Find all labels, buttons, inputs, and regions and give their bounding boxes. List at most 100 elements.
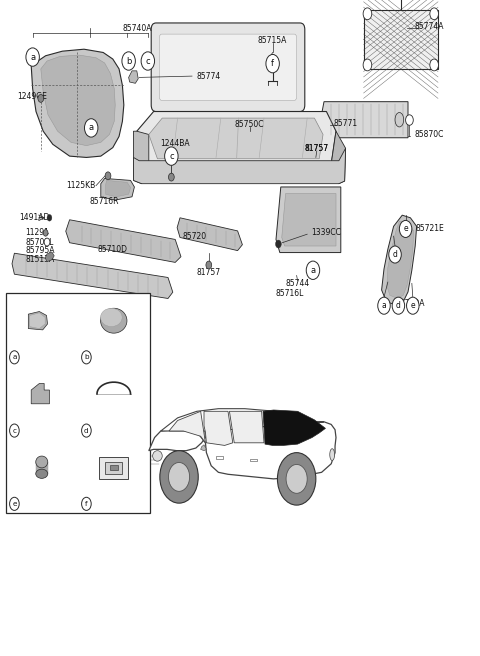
- Circle shape: [82, 424, 91, 437]
- Circle shape: [84, 119, 98, 137]
- Circle shape: [363, 59, 372, 71]
- Text: 1125KB: 1125KB: [66, 181, 95, 190]
- Circle shape: [399, 220, 412, 237]
- Text: a: a: [311, 266, 315, 275]
- Circle shape: [430, 8, 439, 20]
- Bar: [250, 459, 257, 461]
- Circle shape: [165, 147, 178, 165]
- Ellipse shape: [395, 113, 404, 127]
- Circle shape: [44, 238, 50, 246]
- Text: d: d: [84, 428, 89, 434]
- Text: 81757: 81757: [305, 144, 329, 153]
- Circle shape: [407, 297, 419, 314]
- Text: 85715A: 85715A: [258, 35, 288, 45]
- Polygon shape: [204, 411, 233, 445]
- Text: 1339CC: 1339CC: [312, 228, 341, 237]
- Polygon shape: [45, 252, 54, 262]
- Circle shape: [141, 52, 155, 70]
- Text: f: f: [85, 501, 88, 507]
- Polygon shape: [149, 422, 336, 479]
- Polygon shape: [101, 178, 134, 200]
- Text: 85870C: 85870C: [415, 130, 444, 139]
- Text: 85701L: 85701L: [25, 237, 54, 247]
- Text: a: a: [382, 301, 386, 310]
- Polygon shape: [161, 409, 324, 431]
- Polygon shape: [169, 411, 205, 443]
- Text: 85740A: 85740A: [122, 24, 152, 33]
- Ellipse shape: [100, 308, 127, 333]
- Polygon shape: [106, 180, 131, 197]
- Circle shape: [168, 173, 174, 181]
- Circle shape: [82, 351, 91, 364]
- Circle shape: [105, 172, 111, 180]
- Text: 81757: 81757: [197, 268, 221, 277]
- FancyBboxPatch shape: [151, 23, 305, 112]
- Circle shape: [26, 48, 39, 66]
- Text: d: d: [396, 301, 401, 310]
- Text: 85734A: 85734A: [98, 428, 127, 434]
- Text: 85771: 85771: [334, 119, 358, 128]
- Circle shape: [378, 297, 390, 314]
- Text: e: e: [403, 224, 408, 234]
- Circle shape: [206, 261, 212, 269]
- Ellipse shape: [100, 308, 122, 327]
- Polygon shape: [133, 131, 149, 184]
- Polygon shape: [129, 71, 138, 83]
- Text: c: c: [145, 56, 150, 66]
- Circle shape: [10, 351, 19, 364]
- Circle shape: [389, 246, 401, 263]
- Circle shape: [430, 59, 439, 71]
- Bar: [105, 462, 122, 474]
- Circle shape: [392, 297, 405, 314]
- Text: 85750C: 85750C: [235, 120, 264, 129]
- Text: 85774: 85774: [197, 72, 221, 81]
- Text: c: c: [12, 428, 16, 434]
- Text: 81757: 81757: [305, 144, 329, 153]
- Polygon shape: [319, 102, 408, 138]
- Text: d: d: [393, 250, 397, 259]
- Circle shape: [363, 8, 372, 20]
- Ellipse shape: [330, 449, 335, 461]
- Text: 85716L: 85716L: [275, 289, 304, 298]
- Polygon shape: [177, 218, 242, 251]
- Circle shape: [168, 462, 190, 491]
- Circle shape: [277, 453, 316, 505]
- Text: b: b: [84, 354, 89, 360]
- Circle shape: [38, 94, 44, 102]
- Bar: [6, 293, 150, 513]
- Polygon shape: [41, 55, 115, 146]
- Text: 85710D: 85710D: [98, 245, 128, 254]
- Circle shape: [406, 115, 413, 125]
- Polygon shape: [331, 131, 346, 184]
- Circle shape: [47, 215, 52, 221]
- Text: 92808B: 92808B: [26, 501, 55, 507]
- Circle shape: [160, 451, 198, 503]
- Text: a: a: [12, 354, 17, 360]
- Polygon shape: [137, 112, 336, 164]
- Polygon shape: [133, 148, 346, 184]
- Text: 1249GE: 1249GE: [17, 92, 47, 101]
- Polygon shape: [201, 445, 206, 451]
- Bar: [99, 457, 128, 479]
- Polygon shape: [66, 220, 181, 262]
- Circle shape: [82, 497, 91, 510]
- Text: e: e: [12, 501, 17, 507]
- Polygon shape: [12, 253, 173, 298]
- Text: c: c: [169, 152, 174, 161]
- Polygon shape: [276, 187, 341, 253]
- Polygon shape: [31, 384, 49, 404]
- Circle shape: [276, 240, 281, 248]
- Polygon shape: [282, 194, 336, 246]
- Bar: [364, 10, 438, 69]
- Circle shape: [306, 261, 320, 279]
- Ellipse shape: [153, 451, 162, 461]
- Polygon shape: [149, 118, 323, 159]
- Text: a: a: [89, 123, 94, 133]
- Polygon shape: [387, 221, 414, 298]
- Text: e: e: [410, 301, 415, 310]
- Text: 85795A: 85795A: [25, 246, 55, 255]
- Polygon shape: [263, 410, 325, 445]
- Text: 1491AD: 1491AD: [19, 213, 49, 222]
- FancyBboxPatch shape: [159, 34, 297, 100]
- Text: 11291: 11291: [25, 228, 49, 237]
